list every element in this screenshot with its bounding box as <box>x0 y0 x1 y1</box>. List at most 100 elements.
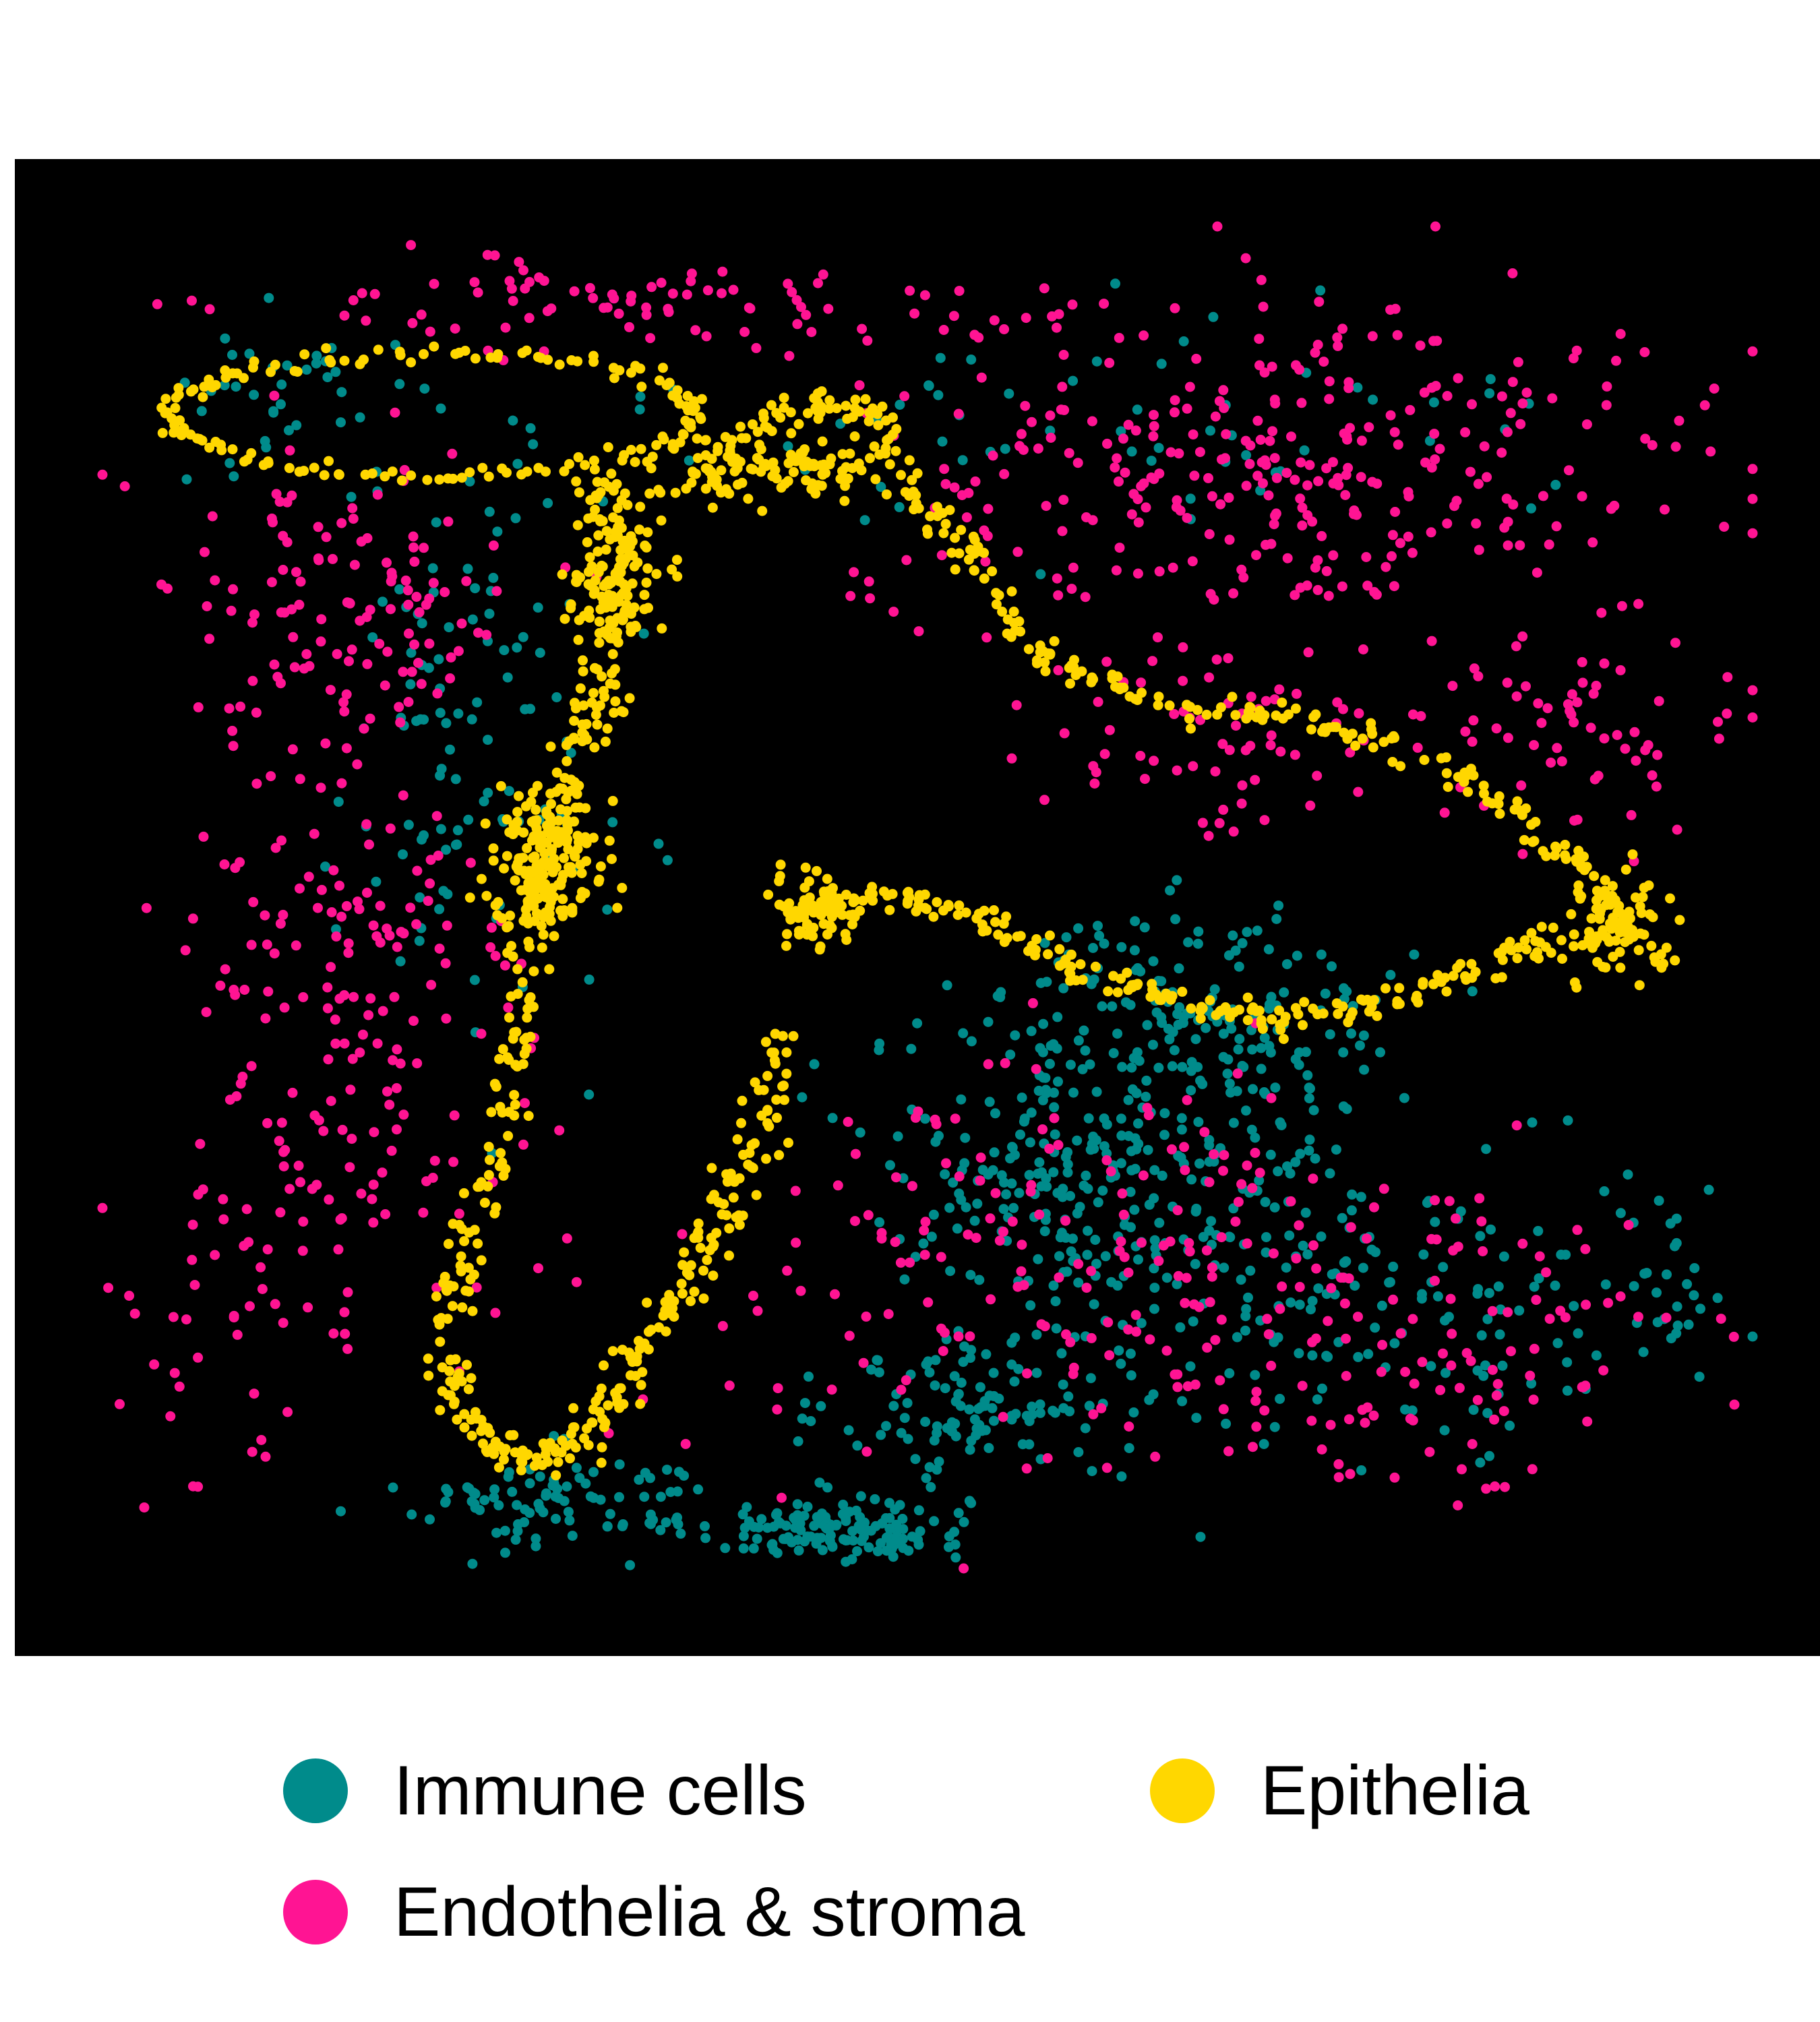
immune-cell-point <box>856 1535 867 1546</box>
immune-cell-point <box>876 1430 886 1440</box>
epithelia-cell-point <box>724 488 735 499</box>
stroma-cell-point <box>485 942 496 952</box>
immune-cell-point <box>1294 1047 1304 1058</box>
epithelia-cell-point <box>731 1212 741 1223</box>
immune-cell-point <box>1177 1396 1188 1407</box>
stroma-cell-point <box>1395 1328 1406 1339</box>
stroma-cell-point <box>408 1016 419 1027</box>
stroma-cell-point <box>1503 516 1513 527</box>
epithelia-cell-point <box>654 1322 665 1332</box>
stroma-cell-point <box>1199 1127 1210 1138</box>
epithelia-cell-point <box>460 1285 471 1296</box>
immune-cell-point <box>443 1487 454 1498</box>
stroma-cell-point <box>506 283 517 294</box>
stroma-cell-point <box>1633 599 1644 609</box>
stroma-cell-point <box>1326 1283 1337 1293</box>
stroma-cell-point <box>1174 448 1184 459</box>
epithelia-cell-point <box>1259 710 1270 721</box>
stroma-cell-point <box>1216 1314 1227 1325</box>
epithelia-cell-point <box>651 569 662 580</box>
stroma-cell-point <box>1170 395 1180 406</box>
epithelia-cell-point <box>1557 954 1567 964</box>
stroma-cell-point <box>1482 472 1492 483</box>
stroma-cell-point <box>162 583 173 594</box>
immune-cell-point <box>510 513 521 524</box>
stroma-cell-point <box>1310 562 1321 573</box>
immune-cell-point <box>394 379 405 390</box>
stroma-cell-point <box>1240 435 1251 446</box>
immune-cell-point <box>1062 1159 1073 1169</box>
stroma-cell-point <box>1153 632 1163 643</box>
epithelia-cell-point <box>1490 973 1501 983</box>
stroma-cell-point <box>1251 1386 1262 1397</box>
stroma-cell-point <box>983 1059 994 1070</box>
epithelia-cell-point <box>667 390 678 401</box>
epithelia-cell-point <box>1215 702 1226 712</box>
stroma-cell-point <box>1496 391 1507 402</box>
epithelia-cell-point <box>1242 992 1253 1003</box>
immune-cell-point <box>524 1508 535 1519</box>
stroma-cell-point <box>347 503 358 514</box>
epithelia-cell-point <box>510 1099 520 1110</box>
stroma-cell-point <box>1223 653 1234 664</box>
immune-cell-point <box>930 1136 941 1147</box>
stroma-cell-point <box>139 1502 150 1513</box>
stroma-cell-point <box>1136 481 1147 491</box>
stroma-cell-point <box>260 1013 271 1024</box>
epithelia-cell-point <box>459 1409 470 1419</box>
stroma-cell-point <box>626 296 636 307</box>
stroma-cell-point <box>1367 331 1378 342</box>
immune-cell-point <box>1409 949 1420 960</box>
stroma-cell-point <box>355 1047 365 1058</box>
epithelia-cell-point <box>609 373 619 384</box>
stroma-cell-point <box>1465 466 1476 477</box>
immune-cell-point <box>1562 1385 1573 1396</box>
epithelia-cell-point <box>818 469 828 480</box>
stroma-cell-point <box>1353 1312 1363 1322</box>
stroma-cell-point <box>282 497 293 508</box>
stroma-cell-point <box>1426 636 1437 646</box>
stroma-cell-point <box>249 1388 260 1399</box>
immune-cell-point <box>1307 1350 1318 1361</box>
stroma-cell-point <box>963 487 974 498</box>
stroma-cell-point <box>1269 394 1280 405</box>
epithelia-cell-point <box>801 475 812 486</box>
stroma-cell-point <box>447 448 458 459</box>
immune-cell-point <box>767 1539 778 1550</box>
epithelia-cell-point <box>1103 986 1114 997</box>
epithelia-cell-point <box>831 403 842 414</box>
epithelia-cell-point <box>1551 843 1562 854</box>
epithelia-cell-point <box>808 907 819 918</box>
immune-cell-point <box>1005 1049 1016 1060</box>
immune-cell-point <box>1671 1328 1682 1339</box>
stroma-cell-point <box>1165 447 1176 458</box>
epithelia-cell-point <box>677 1260 688 1270</box>
epithelia-cell-point <box>1196 1002 1207 1012</box>
stroma-cell-point <box>953 408 964 419</box>
stroma-cell-point <box>1123 1267 1134 1278</box>
stroma-cell-point <box>1126 509 1137 520</box>
epithelia-cell-point <box>698 1265 708 1276</box>
immune-cell-point <box>1227 930 1238 941</box>
immune-cell-point <box>1033 1085 1044 1096</box>
immune-cell-point <box>950 1431 961 1442</box>
stroma-cell-point <box>469 277 480 288</box>
epithelia-cell-point <box>664 1308 675 1318</box>
stroma-cell-point <box>1345 1469 1356 1479</box>
immune-cell-point <box>1141 1091 1151 1102</box>
stroma-cell-point <box>1037 1124 1048 1135</box>
immune-cell-point <box>1569 1301 1579 1312</box>
immune-cell-point <box>1316 1231 1327 1242</box>
stroma-cell-point <box>1560 1312 1571 1323</box>
epithelia-cell-point <box>674 398 685 409</box>
epithelia-cell-point <box>396 475 407 486</box>
immune-cell-point <box>1237 938 1248 948</box>
immune-cell-point <box>874 1045 884 1055</box>
immune-cell-point <box>1428 397 1439 408</box>
epithelia-cell-point <box>1670 955 1680 966</box>
epithelia-cell-point <box>1573 880 1584 891</box>
stroma-cell-point <box>1587 537 1598 548</box>
stroma-cell-point <box>421 1176 431 1187</box>
immune-cell-point <box>646 1519 656 1529</box>
immune-cell-point <box>614 1492 624 1502</box>
